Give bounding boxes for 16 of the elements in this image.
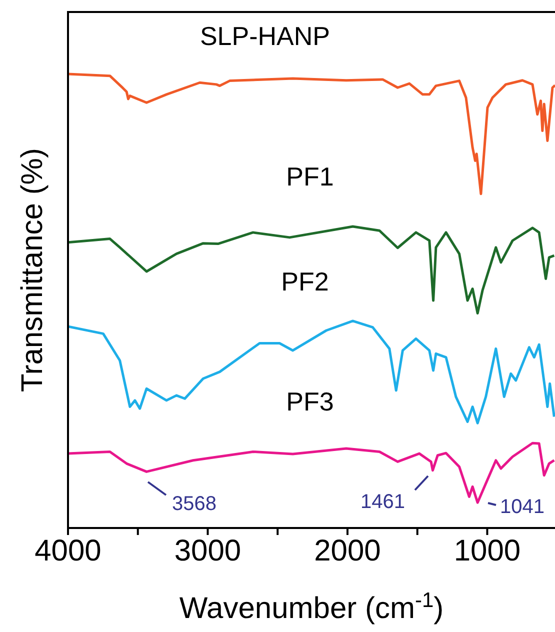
x-tick-label: 1000 [454, 534, 521, 568]
annotation: 1461 [360, 491, 405, 513]
annotation: 1041 [500, 496, 544, 518]
leader: 3568 [147, 481, 216, 515]
series-label: PF3 [286, 386, 334, 417]
series-label: PF1 [286, 161, 334, 192]
leader: 1041 [488, 496, 544, 518]
x-tick-label: 4000 [34, 534, 102, 568]
series-label: SLP-HANP [200, 21, 330, 51]
x-axis-title: Wavenumber (cm$^{-1}$) [179, 588, 444, 625]
series-label: PF2 [281, 266, 329, 296]
x-tick-label: 3000 [174, 534, 242, 568]
leader: 1461 [360, 475, 429, 513]
y-axis-title: Transmittance (%) [16, 148, 49, 392]
annotation: 3568 [172, 493, 216, 515]
x-tick-label: 2000 [314, 534, 381, 568]
